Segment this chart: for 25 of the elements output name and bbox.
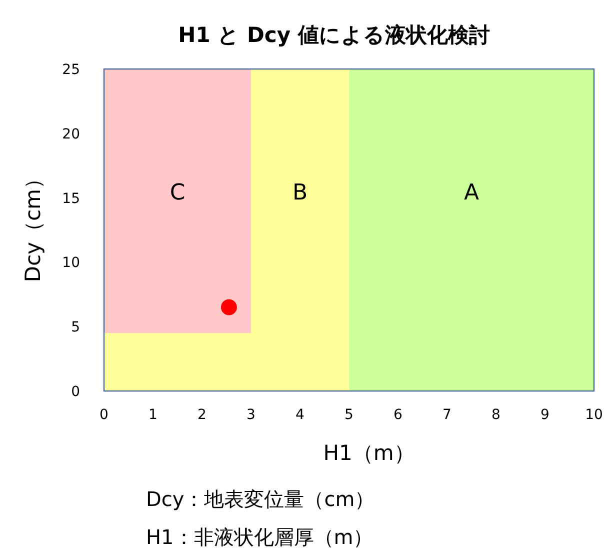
y-axis-title: Dcy（cm） <box>21 168 45 282</box>
band-label: C <box>170 180 186 206</box>
y-tick-label: 15 <box>62 190 80 207</box>
x-tick-label: 2 <box>198 407 206 423</box>
chart-title: H1 と Dcy 値による液状化検討 <box>178 23 490 47</box>
text: Dcy：地表変位量（cm） <box>146 487 375 511</box>
x-tick-label: 6 <box>394 407 403 423</box>
y-tick-label: 10 <box>62 255 80 272</box>
x-tick-label: 1 <box>148 407 158 423</box>
x-tick-label: 7 <box>442 407 452 423</box>
y-tick-label: 25 <box>62 62 80 78</box>
x-tick-label: 9 <box>540 407 550 423</box>
text: H1：非液状化層厚（m） <box>146 525 374 549</box>
x-tick-label: 8 <box>492 407 500 423</box>
x-tick-label: 10 <box>585 407 603 423</box>
band-label: B <box>292 180 308 206</box>
x-tick-label: 3 <box>246 407 256 423</box>
y-tick-label: 0 <box>71 384 80 400</box>
x-tick-label: 0 <box>100 407 108 423</box>
band-label: A <box>464 180 480 206</box>
x-tick-label: 5 <box>344 407 354 423</box>
y-tick-label: 20 <box>62 126 80 142</box>
x-tick-label: 4 <box>296 407 305 423</box>
x-axis-title: H1（m） <box>323 441 415 465</box>
y-tick-label: 5 <box>71 320 80 336</box>
